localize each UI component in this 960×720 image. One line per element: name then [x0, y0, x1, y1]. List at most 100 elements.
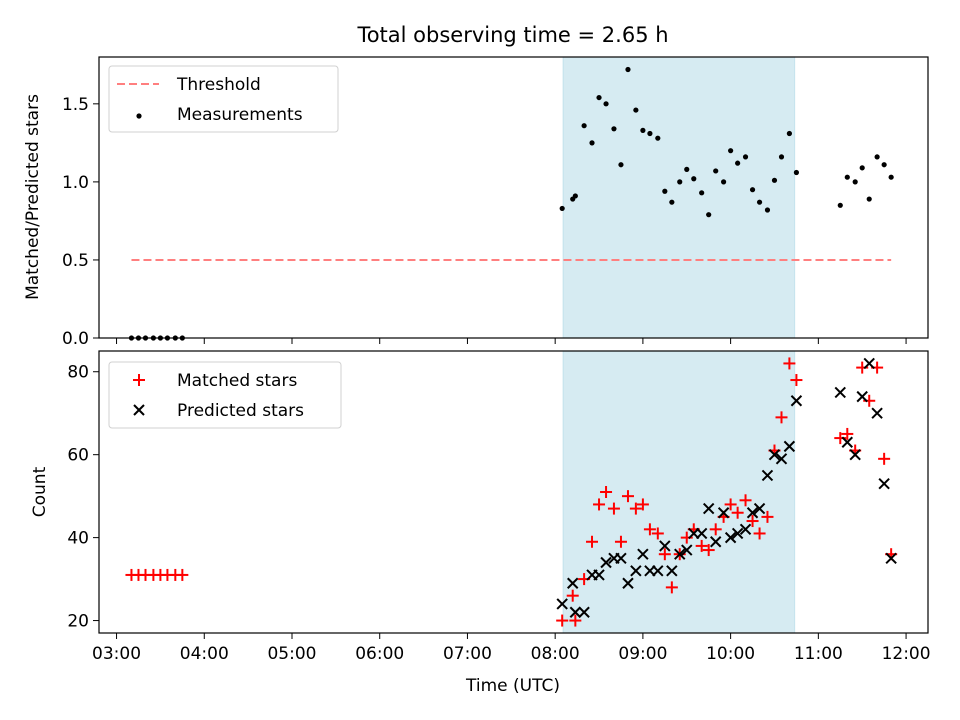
matched-star-point	[569, 614, 582, 627]
measurement-point	[742, 154, 749, 160]
measurement-point	[611, 126, 617, 132]
measurement-point	[669, 199, 675, 205]
legend-matched-swatch	[133, 374, 145, 386]
matched-star-point	[658, 548, 671, 561]
matched-star-point	[753, 527, 766, 540]
bottom-x-ticks: 03:00 04:00 05:00 06:00 07:00 08:00 09:00 10:00…	[92, 633, 931, 664]
top-axes-frame	[98, 56, 929, 339]
y-tick-label: 0.0	[62, 329, 89, 349]
matched-star-point	[702, 544, 715, 557]
predicted-star-point	[863, 357, 875, 370]
predicted-star-point	[702, 502, 715, 515]
matched-star-point	[556, 614, 569, 627]
measurement-point	[764, 207, 771, 213]
predicted-star-point	[569, 606, 582, 618]
matched-star-point	[695, 539, 708, 552]
predicted-star-point	[885, 552, 897, 565]
top-legend: Threshold Measurements	[108, 65, 339, 133]
chart-title: Total observing time = 2.65 h	[356, 23, 668, 47]
predicted-star-point	[878, 477, 890, 490]
measurement-point	[581, 123, 587, 129]
y-tick-label: 1.0	[62, 173, 89, 193]
shaded-interval	[562, 350, 796, 634]
predicted-star-point	[717, 507, 730, 519]
y-tick-label: 1.5	[62, 95, 89, 115]
measurement-point	[721, 179, 727, 185]
matched-star-point	[709, 523, 722, 536]
predicted-star-point	[674, 548, 686, 560]
measurement-point	[640, 127, 646, 133]
x-tick-label: 10:00	[706, 644, 755, 664]
y-tick-label: 0.5	[62, 251, 89, 271]
measurement-point	[655, 135, 661, 141]
bottom-legend: Matched stars Predicted stars	[108, 361, 342, 429]
y-tick-label: 80	[67, 363, 89, 383]
top-panel-ratio: 0.0 0.5 1.0 1.5 Matched/Predicted stars Thr…	[23, 56, 929, 349]
predicted-star-point	[849, 448, 861, 461]
predicted-stars-points	[556, 357, 897, 618]
predicted-star-point	[567, 577, 579, 589]
matched-star-point	[841, 427, 854, 440]
predicted-star-point	[593, 569, 605, 581]
matched-star-point	[636, 498, 649, 511]
predicted-star-point	[739, 523, 752, 536]
measurement-point	[749, 187, 756, 193]
measurement-point	[844, 174, 850, 180]
matched-star-point	[783, 357, 796, 370]
x-tick-label: 05:00	[267, 644, 316, 664]
predicted-star-point	[790, 395, 803, 407]
measurement-point	[633, 107, 639, 113]
predicted-star-point	[622, 577, 634, 589]
predicted-star-point	[637, 548, 649, 560]
legend-threshold-label: Threshold	[176, 75, 261, 95]
measurement-point	[866, 196, 872, 202]
matched-star-point	[586, 535, 599, 548]
predicted-star-point	[834, 386, 846, 399]
bottom-y-ticks: 20 40 60 80	[67, 363, 99, 632]
measurement-point	[786, 130, 792, 137]
x-tick-label: 08:00	[531, 644, 580, 664]
predicted-star-point	[578, 606, 590, 618]
observing-window-shade	[562, 56, 796, 339]
x-axis-label: Time (UTC)	[465, 676, 560, 696]
matched-star-point	[790, 374, 803, 387]
y-tick-label: 60	[67, 446, 89, 466]
matched-star-point	[731, 506, 744, 519]
x-tick-label: 04:00	[180, 644, 229, 664]
bottom-axes-frame	[98, 350, 929, 634]
matched-star-point	[593, 498, 606, 511]
matched-star-point	[724, 498, 737, 511]
predicted-star-point	[761, 469, 774, 482]
predicted-star-point	[600, 556, 612, 569]
matched-star-point	[665, 581, 678, 594]
matched-star-point	[176, 568, 189, 581]
x-tick-label: 11:00	[794, 644, 843, 664]
matched-star-point	[566, 589, 579, 602]
top-x-ticks	[116, 338, 907, 344]
y-tick-label: 20	[67, 612, 89, 632]
measurement-point	[603, 101, 609, 107]
legend-predicted-label: Predicted stars	[177, 401, 304, 421]
predicted-star-point	[731, 527, 744, 540]
measurement-point	[756, 199, 763, 205]
measurement-point	[728, 148, 734, 154]
measurement-point	[713, 168, 719, 174]
observing-window-shade	[562, 350, 796, 634]
matched-star-point	[621, 490, 634, 503]
measurement-point	[852, 179, 858, 185]
measurement-point	[771, 177, 778, 183]
matched-star-point	[651, 527, 664, 540]
predicted-star-point	[753, 502, 766, 515]
predicted-star-point	[783, 440, 796, 453]
predicted-star-point	[681, 544, 693, 556]
measurement-point	[793, 169, 800, 176]
predicted-star-point	[615, 552, 627, 565]
legend-predicted-swatch	[133, 404, 145, 416]
measurement-point	[596, 94, 602, 101]
predicted-star-point	[856, 390, 868, 403]
matched-star-point	[878, 452, 891, 465]
measurement-point	[691, 176, 697, 182]
predicted-star-point	[630, 565, 642, 577]
